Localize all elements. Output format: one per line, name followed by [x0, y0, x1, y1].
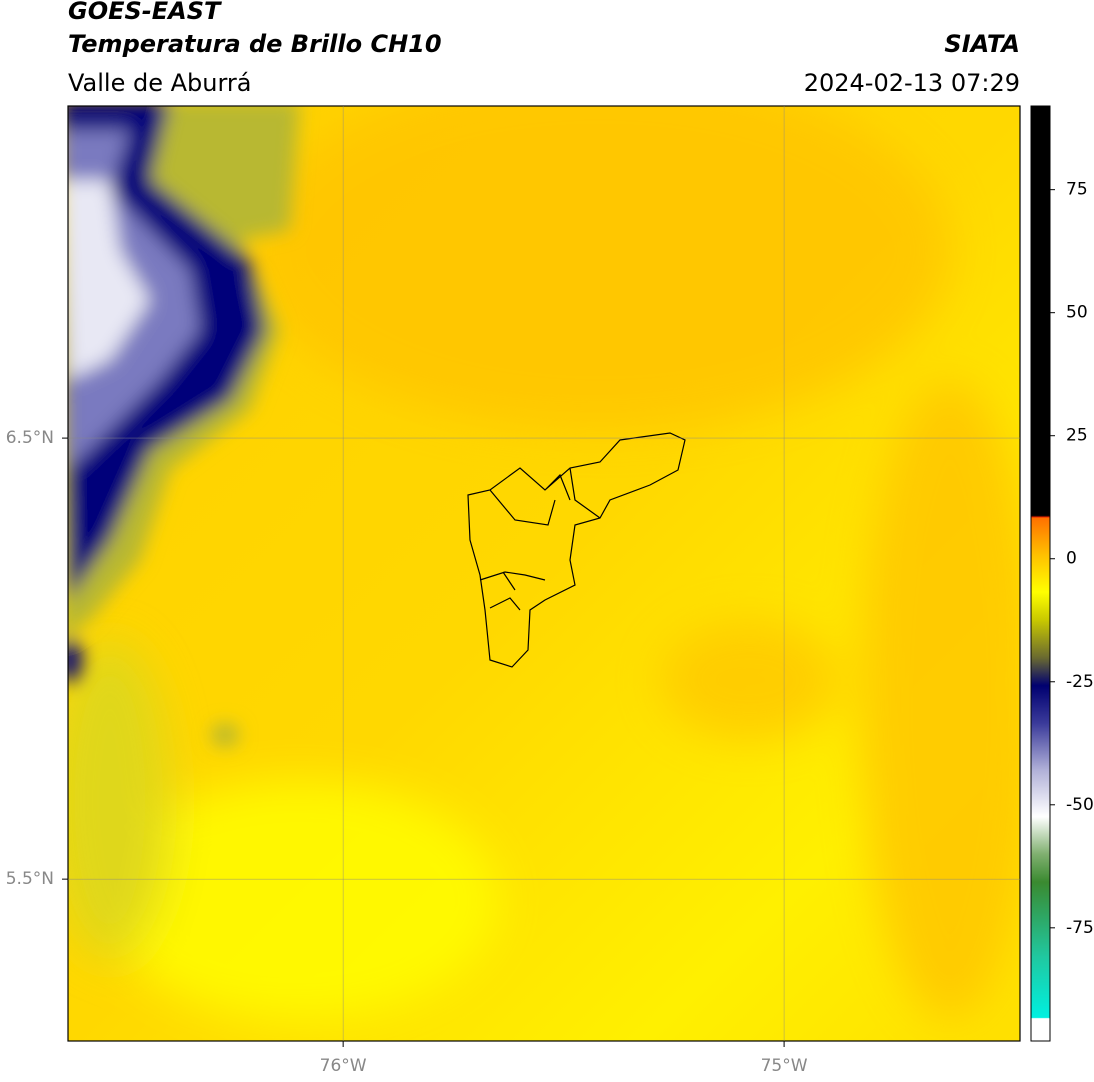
x-tick-label: 76°W [320, 1056, 367, 1076]
colorbar-tick-label: 0 [1066, 549, 1077, 569]
y-tick-label: 6.5°N [6, 428, 54, 448]
colorbar-tick-label: 75 [1066, 180, 1088, 200]
region: Valle de Aburrá [68, 69, 252, 97]
datetime: 2024-02-13 07:29 [804, 69, 1020, 97]
colorbar [1030, 105, 1051, 1042]
title: GOES-EAST [68, 0, 222, 25]
municipal-boundaries [467, 432, 686, 668]
x-tick-label: 75°W [761, 1056, 808, 1076]
source: SIATA [944, 30, 1020, 58]
colorbar-tick-label: -50 [1066, 795, 1094, 815]
subtitle: Temperatura de Brillo CH10 [68, 30, 442, 58]
y-tick-label: 5.5°N [6, 869, 54, 889]
map-frame [67, 105, 1021, 1042]
colorbar-tick-label: 50 [1066, 303, 1088, 323]
colorbar-tick-label: 25 [1066, 426, 1088, 446]
colorbar-tick-label: -25 [1066, 672, 1094, 692]
map-image [68, 106, 1020, 1041]
colorbar-tick-label: -75 [1066, 918, 1094, 938]
